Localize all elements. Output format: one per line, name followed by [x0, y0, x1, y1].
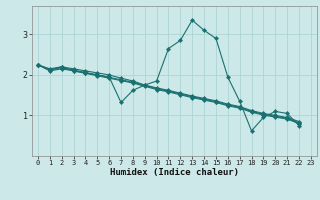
X-axis label: Humidex (Indice chaleur): Humidex (Indice chaleur)	[110, 168, 239, 177]
